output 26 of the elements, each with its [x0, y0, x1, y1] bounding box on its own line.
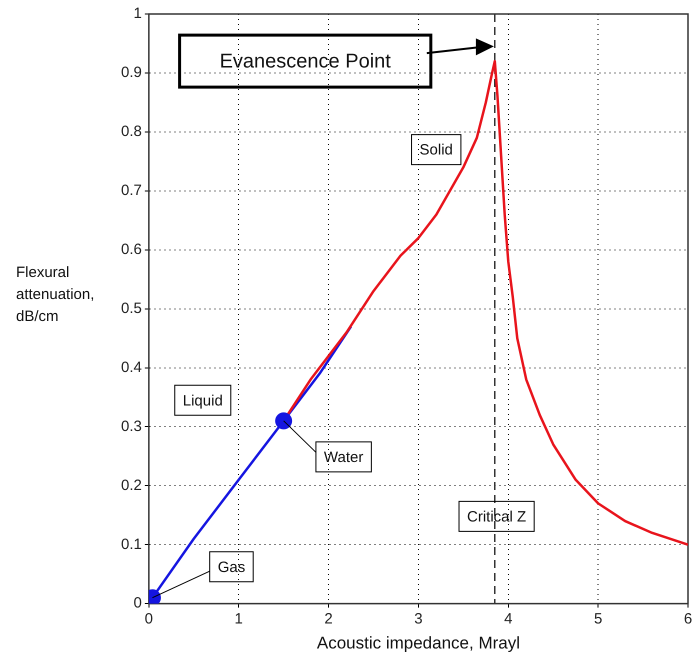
y-tick-label: 0.2: [120, 476, 142, 494]
y-axis-title: Flexural attenuation, dB/cm: [16, 264, 94, 325]
annotation: Evanescence Point: [220, 50, 392, 73]
x-tick-label: 6: [684, 610, 692, 628]
y-tick-label: 0: [134, 594, 142, 612]
y-tick-label: 0.3: [120, 418, 142, 435]
annotation: Solid: [420, 142, 453, 159]
y-tick-label: 0.9: [120, 64, 142, 82]
x-tick-label: 2: [324, 610, 333, 628]
x-axis-title: Acoustic impedance, Mrayl: [316, 633, 520, 652]
y-tick-label: 0.5: [120, 300, 142, 317]
y-tick-label: 0.4: [120, 358, 142, 376]
annotation: Critical Z: [467, 508, 526, 526]
annotation: Liquid: [182, 392, 223, 410]
x-tick-label: 0: [144, 610, 154, 628]
x-tick-label: 4: [504, 610, 512, 628]
y-tick-label: 0.6: [120, 240, 142, 258]
y-tick-label: 0.1: [120, 536, 142, 553]
y-tick-label: 1: [134, 5, 142, 22]
y-tick-label: 0.8: [120, 123, 142, 140]
y-tick-label: 0.7: [120, 182, 142, 200]
annotation: Water: [324, 448, 364, 466]
x-tick-label: 1: [234, 610, 243, 628]
annotation: Gas: [218, 558, 246, 576]
x-tick-label: 3: [414, 610, 423, 628]
x-tick-label: 5: [594, 610, 602, 628]
